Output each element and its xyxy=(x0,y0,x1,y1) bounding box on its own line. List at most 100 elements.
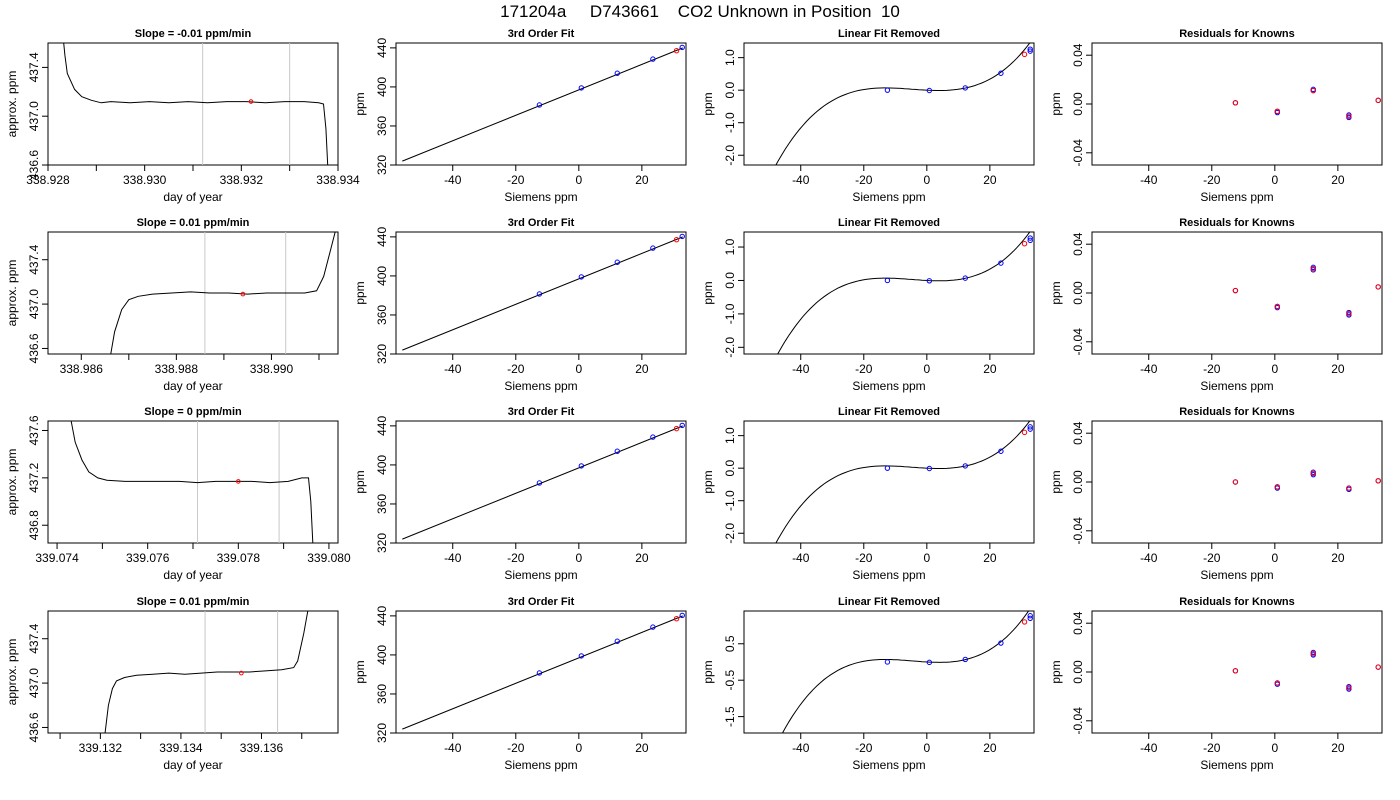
series-line xyxy=(70,421,314,543)
known-point xyxy=(926,87,933,94)
series-line xyxy=(104,611,309,733)
fit-curve xyxy=(775,43,1031,165)
y-tick-label: 437.6 xyxy=(27,415,41,445)
x-tick-label: 339.134 xyxy=(159,741,203,755)
x-tick-label: -20 xyxy=(507,741,525,755)
x-tick-label: 20 xyxy=(635,362,649,376)
plot-area xyxy=(1232,86,1381,121)
series-line xyxy=(63,43,329,165)
chart-r3c3: Linear Fit Removed -40 -20 0 20 -2.0 -1.0 0.0 1.… xyxy=(701,406,1035,582)
known-point xyxy=(614,259,620,265)
x-axis-label: day of year xyxy=(163,758,222,772)
y-axis-label: ppm xyxy=(353,470,367,493)
x-tick-label: -40 xyxy=(792,551,810,565)
known-point xyxy=(650,56,656,62)
fit-curve xyxy=(777,232,1031,354)
y-tick-label: 437.4 xyxy=(27,52,41,82)
fit-curve xyxy=(775,421,1031,543)
y-tick-label: -1.0 xyxy=(723,490,737,511)
unknown-point xyxy=(1346,685,1352,691)
plot-area xyxy=(402,422,685,540)
x-tick-label: 0 xyxy=(1271,362,1278,376)
unknown-point xyxy=(1274,484,1281,490)
y-tick-label: 400 xyxy=(375,455,389,475)
plot-frame xyxy=(47,42,339,166)
y-axis-label: ppm xyxy=(1049,92,1063,115)
y-tick-label: 437.2 xyxy=(27,463,41,493)
x-tick-label: 20 xyxy=(983,362,997,376)
x-tick-label: 20 xyxy=(983,741,997,755)
y-tick-label: -0.5 xyxy=(723,670,737,691)
x-tick-label: 0 xyxy=(1271,551,1278,565)
x-axis-label: Siemens ppm xyxy=(1200,568,1273,582)
x-tick-label: 338.934 xyxy=(316,173,360,187)
chart-title: Linear Fit Removed xyxy=(838,406,940,418)
x-tick-label: 0 xyxy=(575,362,582,376)
y-tick-label: 0.00 xyxy=(1071,660,1085,684)
y-tick-label: 440 xyxy=(375,227,389,247)
unknown-point xyxy=(1232,100,1239,106)
y-tick-label: 0.0 xyxy=(723,460,737,477)
x-axis-label: Siemens ppm xyxy=(852,379,925,393)
y-tick-label: 320 xyxy=(375,344,389,364)
chart-r3c2: 3rd Order Fit -40 -20 0 20 320 360 400 440 Siemen… xyxy=(353,406,687,582)
plot-frame xyxy=(395,42,687,166)
chart-r4c1: Slope = 0.01 ppm/min 339.132 339.134 339.13… xyxy=(5,596,339,772)
unknown-point xyxy=(1346,485,1352,491)
plot-area xyxy=(104,611,309,733)
y-tick-label: -2.0 xyxy=(723,337,737,358)
known-point xyxy=(650,624,656,630)
known-point xyxy=(614,70,620,76)
y-tick-label: 360 xyxy=(375,116,389,136)
y-tick-label: 320 xyxy=(375,155,389,175)
plot-area xyxy=(775,43,1033,165)
y-tick-label: 360 xyxy=(375,684,389,704)
known-point xyxy=(1027,46,1033,52)
y-tick-label: 360 xyxy=(375,305,389,325)
known-point xyxy=(1027,48,1033,54)
known-point xyxy=(1027,237,1033,244)
series-line xyxy=(402,236,683,351)
x-axis-label: day of year xyxy=(163,190,222,204)
y-tick-label: 0.00 xyxy=(1071,92,1085,116)
x-tick-label: -40 xyxy=(444,741,462,755)
x-tick-label: 338.990 xyxy=(250,362,294,376)
chart-r1c2: 3rd Order Fit -40 -20 0 20 320 360 400 440 Siemen… xyxy=(353,28,687,204)
unknown-point xyxy=(1232,668,1239,674)
y-tick-label: 437.0 xyxy=(27,101,41,131)
known-point xyxy=(578,463,585,469)
known-point xyxy=(650,245,656,251)
plot-frame xyxy=(47,610,339,734)
plot-frame xyxy=(395,610,687,734)
chart-title: Residuals for Knowns xyxy=(1179,596,1295,608)
x-axis-label: day of year xyxy=(163,379,222,393)
unknown-point xyxy=(1375,664,1381,670)
x-tick-label: 339.080 xyxy=(307,551,351,565)
y-axis-label: ppm xyxy=(353,92,367,115)
mean-marker xyxy=(236,479,241,484)
x-tick-label: -40 xyxy=(1140,551,1158,565)
x-tick-label: 20 xyxy=(1331,173,1345,187)
x-tick-label: -40 xyxy=(792,362,810,376)
known-point xyxy=(679,44,685,51)
series-line xyxy=(402,47,683,162)
mean-marker xyxy=(248,99,254,104)
y-axis-label: ppm xyxy=(1049,660,1063,683)
y-tick-label: 400 xyxy=(375,266,389,286)
x-tick-label: 0 xyxy=(575,741,582,755)
y-tick-label: 0.04 xyxy=(1071,611,1085,635)
y-tick-label: 0.0 xyxy=(723,272,737,289)
plot-area xyxy=(70,421,314,543)
chart-title: 3rd Order Fit xyxy=(508,596,575,608)
plot-area xyxy=(110,232,336,354)
plot-frame xyxy=(395,420,687,544)
known-point xyxy=(679,233,685,240)
y-tick-label: 0.00 xyxy=(1071,281,1085,305)
known-point xyxy=(578,653,585,659)
y-tick-label: -1.0 xyxy=(723,112,737,133)
plot-frame xyxy=(395,231,687,355)
known-point xyxy=(926,278,933,284)
y-tick-label: -0.04 xyxy=(1071,328,1085,356)
y-tick-label: 436.8 xyxy=(27,510,41,540)
unknown-point xyxy=(1346,311,1352,317)
